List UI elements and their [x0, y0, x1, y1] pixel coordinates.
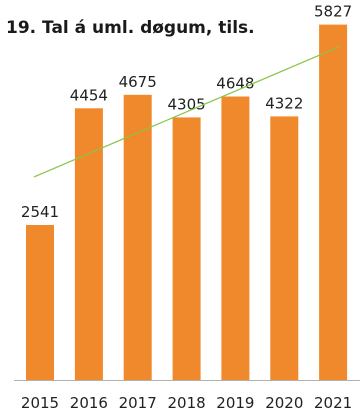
value-label-2017: 4675 — [119, 73, 157, 91]
value-label-2019: 4648 — [216, 75, 254, 93]
bar-2020 — [270, 116, 299, 381]
x-tick-labels-group: 2015 2016 2017 2018 2019 2020 2021 — [21, 394, 352, 412]
value-label-2018: 4305 — [168, 95, 206, 113]
x-tick-label-2018: 2018 — [168, 394, 206, 412]
x-tick-label-2016: 2016 — [70, 394, 108, 412]
value-label-2020: 4322 — [265, 94, 303, 112]
bar-2017 — [123, 94, 152, 381]
chart-title: 19. Tal á uml. døgum, tils. — [6, 18, 255, 38]
value-label-2015: 2541 — [21, 203, 59, 221]
x-tick-label-2020: 2020 — [265, 394, 303, 412]
x-tick-label-2019: 2019 — [216, 394, 254, 412]
bars-group — [26, 24, 348, 381]
bar-2021 — [319, 24, 348, 380]
value-label-2016: 4454 — [70, 86, 108, 104]
trend-line — [33, 46, 340, 178]
value-label-2021: 5827 — [314, 3, 352, 21]
value-labels-group: 2541 4454 4675 4305 4648 4322 5827 — [21, 3, 352, 221]
x-tick-label-2015: 2015 — [21, 394, 59, 412]
bar-2015 — [26, 225, 54, 380]
x-tick-label-2017: 2017 — [119, 394, 157, 412]
bar-2018 — [172, 117, 201, 381]
bar-2019 — [221, 96, 250, 380]
x-tick-label-2021: 2021 — [314, 394, 352, 412]
